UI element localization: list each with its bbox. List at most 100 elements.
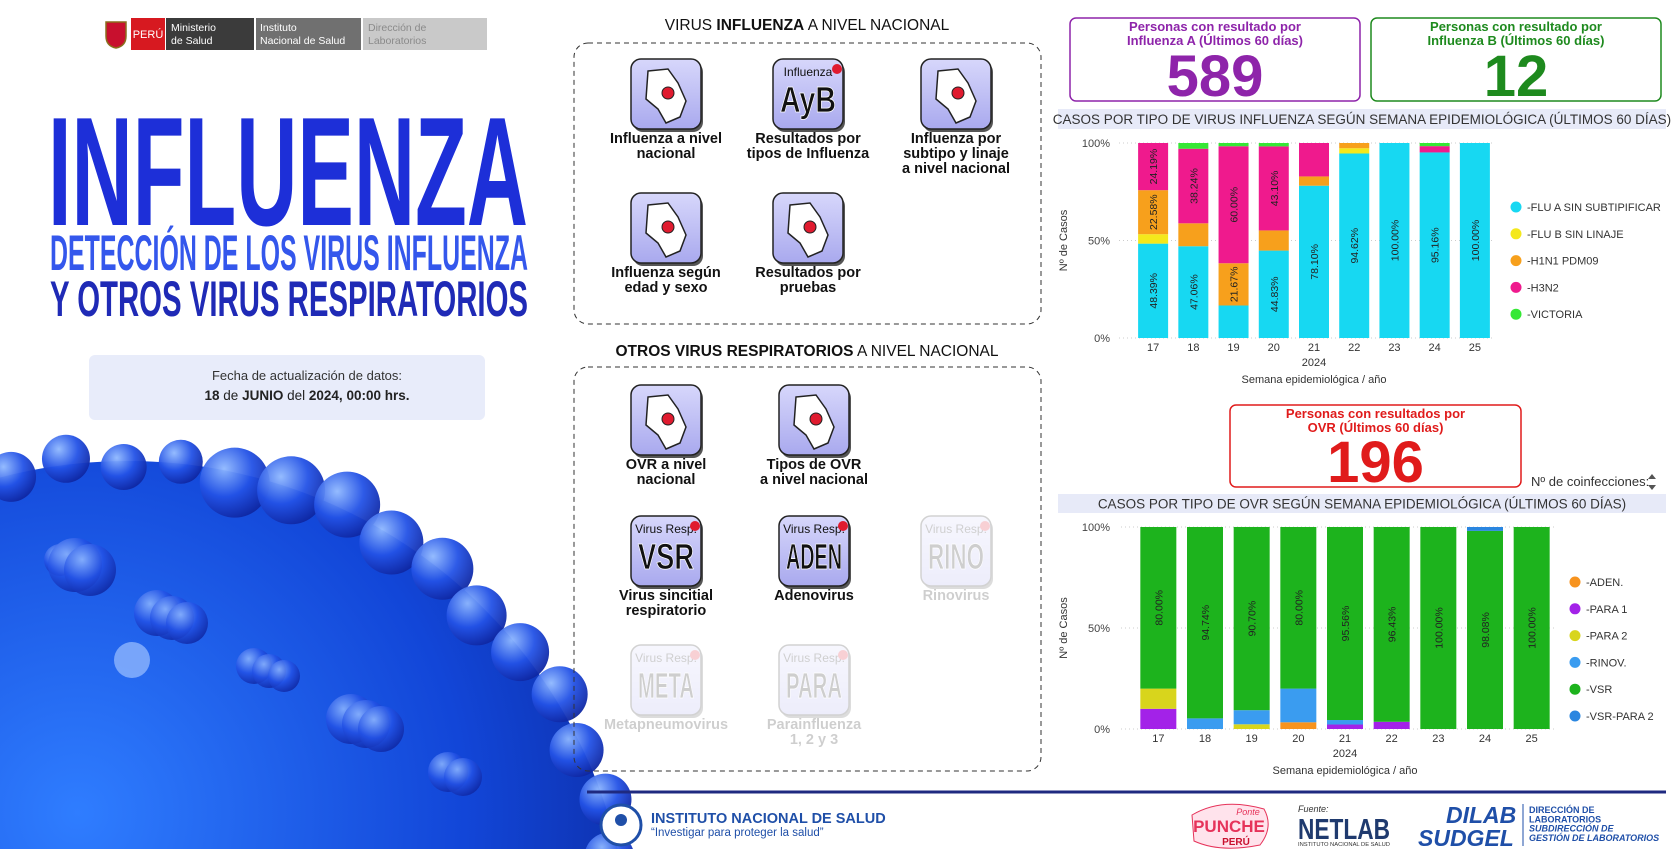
campaign-text: PUNCHE bbox=[1193, 817, 1265, 836]
bar-segment bbox=[1373, 527, 1410, 722]
menu-label: respiratorio bbox=[626, 603, 707, 619]
menu-item[interactable]: Virus Resp.VSR Virus sincitialrespiratori… bbox=[619, 515, 713, 619]
date-part: 2024, bbox=[309, 388, 343, 403]
y-tick-label: 100% bbox=[1082, 522, 1110, 534]
date-part: 00:00 hrs. bbox=[346, 388, 409, 403]
footer-dilab-line: LABORATORIOS bbox=[1529, 814, 1601, 824]
legend-label: -VSR bbox=[1586, 684, 1612, 696]
bar-segment bbox=[1258, 143, 1289, 147]
update-date: 18 de JUNIO del 2024, 00:00 hrs. bbox=[204, 388, 409, 403]
x-tick-label: 25 bbox=[1469, 342, 1481, 354]
x-tick-label: 20 bbox=[1292, 733, 1304, 745]
menu-label: Resultados por bbox=[755, 131, 861, 147]
heading-part: A NIVEL NACIONAL bbox=[857, 343, 999, 360]
footer-ins-motto: “Investigar para proteger la salud” bbox=[651, 827, 824, 839]
virus-spike bbox=[531, 666, 588, 723]
menu-item[interactable]: Virus Resp.ADEN Adenovirus bbox=[774, 515, 854, 604]
logo-ins bbox=[256, 18, 361, 50]
bar-segment bbox=[1138, 243, 1169, 338]
bar-segment bbox=[1258, 230, 1289, 251]
data-label: 21.67% bbox=[1229, 267, 1241, 303]
data-label: 100.00% bbox=[1433, 607, 1445, 648]
bar-segment bbox=[1140, 688, 1177, 709]
legend-swatch bbox=[1569, 656, 1581, 668]
virus-spike bbox=[0, 451, 37, 502]
bar-segment bbox=[1299, 143, 1329, 177]
bar-segment bbox=[1233, 526, 1270, 711]
menu-label: tipos de Influenza bbox=[747, 146, 870, 162]
legend-label: -PARA 2 bbox=[1586, 631, 1627, 643]
campaign-logo: Ponte PUNCHE PERÚ bbox=[1191, 803, 1269, 849]
menu-label: Influenza a nivel bbox=[610, 131, 722, 147]
menu-item: Virus Resp.META Metapneumovirus bbox=[604, 644, 728, 733]
bar-segment bbox=[1140, 527, 1177, 689]
kpi-title: OVR (Últimos 60 días) bbox=[1308, 420, 1444, 435]
x-tick-label: 18 bbox=[1199, 733, 1211, 745]
logo-text: Nacional de Salud bbox=[260, 35, 345, 47]
menu-panel bbox=[573, 42, 1042, 325]
subtitle: DETECCIÓN DE LOS VIRUS INFLUENZA bbox=[50, 225, 528, 281]
legend-label: -RINOV. bbox=[1586, 657, 1627, 669]
icon-dot bbox=[832, 64, 842, 74]
icon-caption: Virus Resp. bbox=[925, 522, 987, 536]
menu-label: Tipos de OVR bbox=[767, 457, 862, 473]
legend-label: -VSR-PARA 2 bbox=[1586, 711, 1654, 723]
slicer-spinner[interactable] bbox=[1648, 474, 1656, 490]
data-label: 80.00% bbox=[1153, 590, 1165, 626]
bar-segment bbox=[1327, 720, 1363, 725]
menu-label: Influenza según bbox=[611, 265, 721, 281]
legend-swatch bbox=[1510, 228, 1522, 240]
y-axis-label: Nº de Casos bbox=[1058, 597, 1070, 659]
bar-segment bbox=[1187, 527, 1223, 719]
legend-label: -FLU A SIN SUBTIPIFICAR bbox=[1527, 202, 1661, 214]
heading-part: A NIVEL NACIONAL bbox=[808, 17, 950, 34]
data-label: 95.16% bbox=[1430, 227, 1442, 263]
icon-dot bbox=[661, 412, 675, 426]
kpi-title: Influenza A (Últimos 60 días) bbox=[1127, 33, 1303, 48]
data-label: 96.43% bbox=[1387, 607, 1399, 643]
kpi-title: Influenza B (Últimos 60 días) bbox=[1428, 33, 1605, 48]
menu-label: a nivel nacional bbox=[760, 472, 868, 488]
date-part: del bbox=[287, 388, 305, 403]
bar-segment bbox=[1419, 152, 1450, 338]
menu-label: edad y sexo bbox=[624, 280, 707, 296]
logo-text: PERÚ bbox=[133, 28, 164, 41]
icon-word: AyB bbox=[780, 79, 836, 120]
bar-segment bbox=[1233, 710, 1270, 725]
bar-segment bbox=[1339, 143, 1370, 149]
menu-label: pruebas bbox=[780, 280, 836, 296]
icon-caption: Influenza bbox=[784, 65, 833, 79]
bar-segment bbox=[1299, 185, 1329, 338]
menu-label: Parainfluenza bbox=[767, 717, 862, 733]
icon-dot bbox=[803, 220, 817, 234]
bar-segment bbox=[1218, 142, 1249, 147]
chart-title: CASOS POR TIPO DE OVR SEGÚN SEMANA EPIDE… bbox=[1098, 497, 1626, 512]
footer-dilab: DILAB bbox=[1446, 802, 1516, 828]
legend-label: -FLU B SIN LINAJE bbox=[1527, 229, 1624, 241]
bar-segment bbox=[1420, 527, 1457, 729]
virus-spike bbox=[199, 447, 270, 518]
icon-caption: Virus Resp. bbox=[783, 651, 845, 665]
bar-segment bbox=[1138, 190, 1169, 235]
virus-spike bbox=[446, 585, 507, 646]
virus-spike bbox=[411, 537, 474, 600]
menu-panel bbox=[573, 366, 1042, 772]
icon-caption: Virus Resp. bbox=[783, 522, 845, 536]
bar-segment bbox=[1178, 143, 1209, 149]
y-axis-label: Nº de Casos bbox=[1058, 209, 1070, 271]
bar-segment bbox=[1339, 153, 1370, 338]
data-label: 38.24% bbox=[1188, 168, 1200, 204]
y-tick-label: 0% bbox=[1094, 333, 1110, 345]
footer-dilab-line: DIRECCIÓN DE bbox=[1529, 804, 1595, 815]
bar-segment bbox=[1178, 246, 1209, 338]
logo-minsa bbox=[166, 18, 254, 50]
icon-caption: Virus Resp. bbox=[635, 651, 697, 665]
